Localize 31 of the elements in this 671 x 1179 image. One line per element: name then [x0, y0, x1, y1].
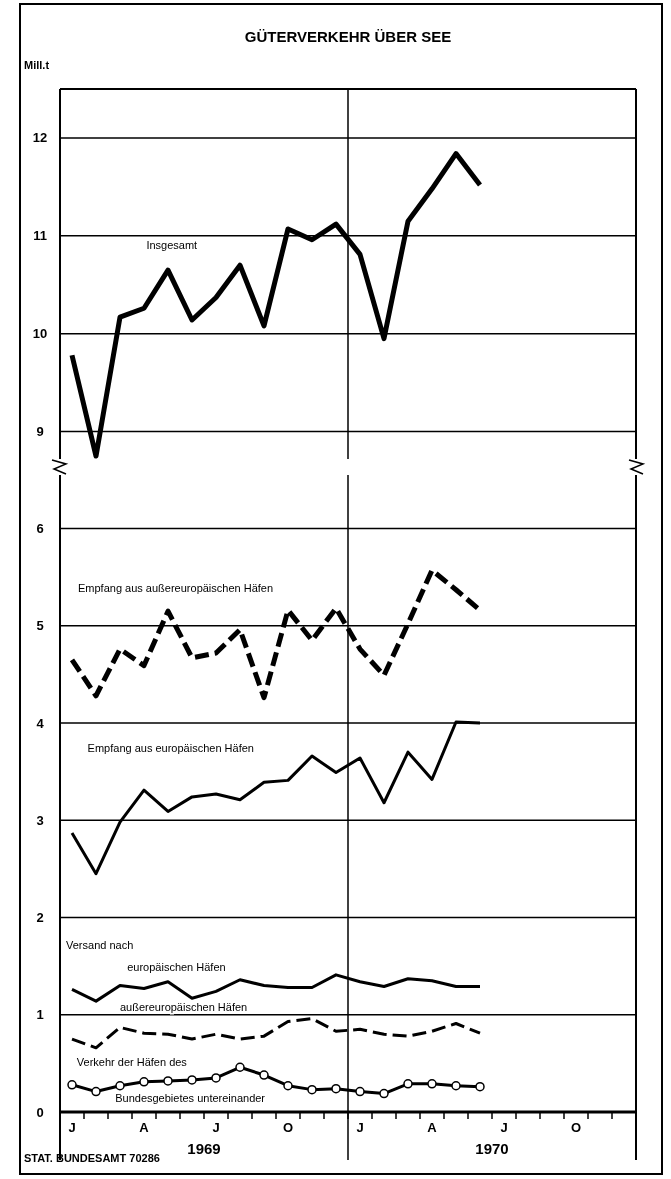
x-tick-label: J [68, 1120, 76, 1135]
y-tick-label: 6 [36, 521, 44, 537]
x-tick-label: J [212, 1120, 220, 1135]
y-tick-label: 11 [33, 228, 47, 244]
y-tick-label: 1 [36, 1007, 44, 1023]
y-axis-title: Mill.t [24, 59, 50, 71]
series-label: außereuropäischen Häfen [120, 1000, 248, 1013]
text: Verkehr der Häfen des Bundesgebietes untereinander [76, 1056, 266, 1105]
y-tick-label: 2 [36, 910, 44, 926]
text: Empfang aus europäischen Häfen [87, 742, 254, 755]
x-tick-label: O [282, 1120, 294, 1135]
text: 1969 [187, 1140, 221, 1157]
y-tick-label: 5 [36, 618, 44, 634]
text: 1970 [475, 1140, 509, 1157]
y-tick-label: 12 [32, 130, 48, 146]
text: Insgesamt [146, 238, 198, 251]
y-tick-label: 9 [36, 424, 44, 440]
x-tick-label: J [500, 1120, 508, 1135]
text: STAT. BUNDESAMT 70286 [24, 1152, 160, 1164]
y-tick-label: 10 [32, 326, 48, 342]
x-tick-label: A [427, 1120, 438, 1135]
text: Empfang aus außereuropäischen Häfen [78, 581, 274, 594]
y-tick-label: 0 [36, 1104, 44, 1120]
x-tick-label: A [139, 1120, 150, 1135]
y-tick-label: 4 [36, 715, 45, 731]
y-tick-label: 3 [36, 812, 44, 828]
chart-title: GÜTERVERKEHR ÜBER SEE [244, 28, 452, 45]
x-tick-label: O [570, 1120, 582, 1135]
series-label: europäischen Häfen [127, 960, 226, 973]
annotation: Versand nach [66, 938, 134, 951]
x-tick-label: J [356, 1120, 364, 1135]
